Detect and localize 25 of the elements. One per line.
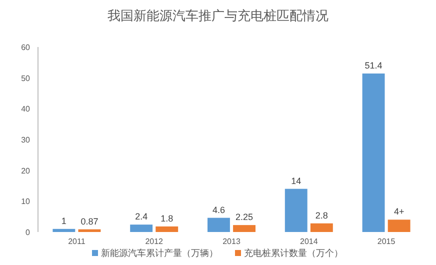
y-tick-label: 20 xyxy=(21,166,31,176)
data-label: 4+ xyxy=(394,206,404,217)
data-label: 2.4 xyxy=(135,212,148,222)
legend-label: 新能源汽车累计产量（万辆） xyxy=(101,248,218,258)
x-tick-label: 2014 xyxy=(300,237,318,246)
data-label: 14 xyxy=(291,176,302,186)
y-tick-label: 30 xyxy=(21,136,31,144)
data-label: 51.4 xyxy=(364,60,382,71)
y-tick-label: 40 xyxy=(21,104,31,114)
data-label: 2.25 xyxy=(236,212,254,222)
y-tick-label: 50 xyxy=(21,74,31,83)
x-tick-label: 2012 xyxy=(145,237,164,246)
data-label: 0.87 xyxy=(80,216,98,226)
y-tick-label: 0 xyxy=(26,228,31,237)
x-tick-label: 2011 xyxy=(68,237,86,246)
x-tick-label: 2013 xyxy=(222,237,241,246)
data-label: 4.6 xyxy=(212,204,225,215)
y-tick-label: 60 xyxy=(21,43,31,52)
data-label: 1.8 xyxy=(160,213,174,224)
y-tick-label: 10 xyxy=(21,197,31,206)
legend-label: 充电桩累计数量（万个） xyxy=(244,248,343,258)
data-label: 1 xyxy=(61,216,66,226)
x-tick-label: 2015 xyxy=(377,237,396,246)
data-label: 2.8 xyxy=(315,210,328,220)
title: 我国新能源汽车推广与充电桩匹配情况 xyxy=(108,8,328,23)
